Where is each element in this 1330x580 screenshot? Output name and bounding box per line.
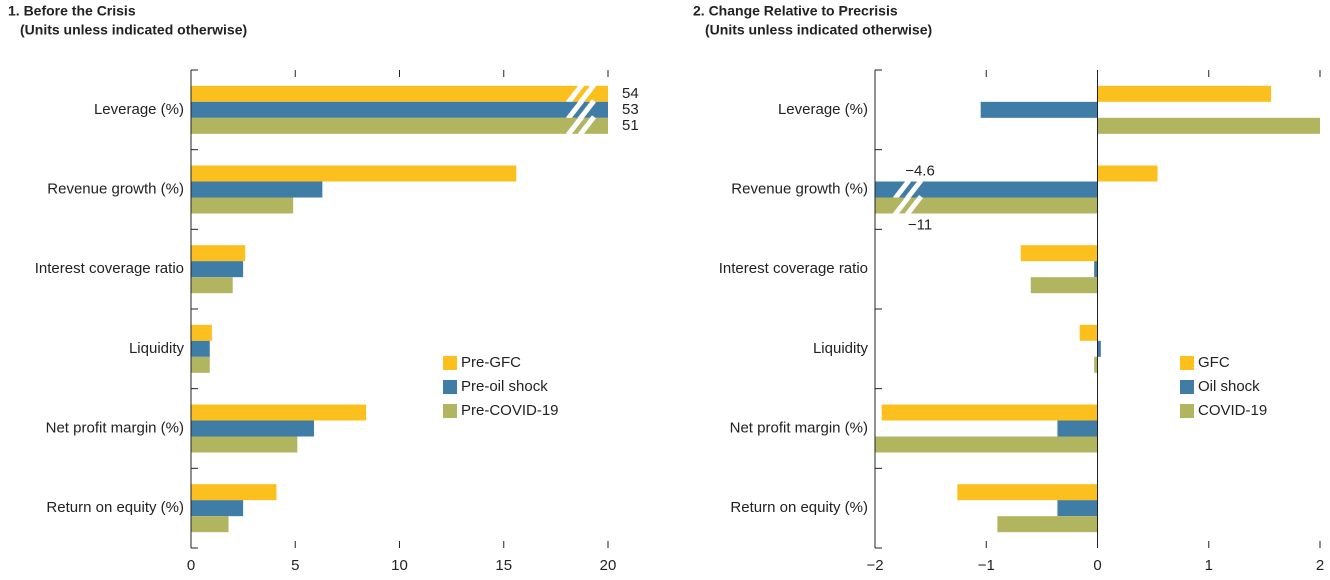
axis-break (893, 194, 911, 217)
x-tick-label: 0 (187, 557, 195, 574)
value-label: 53 (622, 101, 639, 118)
axis-break (566, 83, 584, 105)
axis-break (578, 83, 596, 105)
bar (1097, 340, 1101, 357)
category-label: Interest coverage ratio (719, 260, 868, 277)
axis-break (578, 99, 596, 121)
category-label: Net profit margin (%) (730, 419, 868, 436)
legend-swatch (443, 404, 457, 418)
axis-break (578, 115, 596, 137)
bar (997, 516, 1098, 533)
bar (881, 404, 1098, 421)
bar (1097, 85, 1272, 102)
legend-swatch (1180, 356, 1194, 370)
x-tick-label: 5 (291, 557, 299, 574)
bar (1057, 420, 1098, 437)
value-label: −4.6 (905, 162, 935, 179)
bar (191, 436, 298, 453)
bar (980, 101, 1098, 118)
category-label: Revenue growth (%) (731, 180, 868, 197)
axis-break (566, 99, 584, 121)
category-label: Net profit margin (%) (46, 419, 184, 436)
bar (957, 484, 1098, 501)
axis-break (566, 115, 584, 137)
bar (191, 516, 229, 533)
bar (1097, 117, 1320, 134)
legend-label: GFC (1198, 354, 1230, 371)
bar (191, 101, 608, 118)
bar (1097, 165, 1158, 182)
axis-break (905, 178, 923, 201)
bar (191, 181, 323, 198)
legend-label: Oil shock (1198, 378, 1260, 395)
axis-break (905, 194, 923, 217)
axis-break (893, 178, 911, 201)
x-tick-label: 1 (1205, 557, 1213, 574)
legend-label: COVID-19 (1198, 402, 1267, 419)
value-label: 54 (622, 85, 639, 102)
category-label: Liquidity (813, 340, 869, 357)
chart-title: 1. Before the Crisis (8, 3, 136, 19)
legend-swatch (443, 356, 457, 370)
legend-label: Pre-GFC (461, 354, 521, 371)
bar (875, 181, 1098, 198)
legend-label: Pre-COVID-19 (461, 402, 559, 419)
bar (191, 484, 277, 501)
bar (191, 404, 367, 421)
x-tick-label: −1 (978, 557, 995, 574)
x-tick-label: 20 (600, 557, 617, 574)
bar (191, 356, 210, 373)
category-label: Return on equity (%) (730, 499, 868, 516)
chart-subtitle: (Units unless indicated otherwise) (705, 22, 932, 38)
bar (1094, 261, 1098, 278)
bar (875, 436, 1098, 453)
bar (1020, 245, 1098, 262)
value-label: 51 (622, 117, 639, 134)
bar (191, 500, 244, 517)
category-label: Liquidity (129, 340, 185, 357)
legend-label: Pre-oil shock (461, 378, 548, 395)
x-tick-label: 2 (1316, 557, 1324, 574)
bar (191, 420, 315, 437)
bar (1030, 277, 1098, 294)
bar (191, 324, 212, 341)
chart-title: 2. Change Relative to Precrisis (693, 3, 898, 19)
bar (191, 165, 517, 182)
bar (1079, 324, 1098, 341)
x-tick-label: 15 (495, 557, 512, 574)
bar (191, 261, 244, 278)
x-tick-label: 10 (391, 557, 408, 574)
legend-swatch (1180, 380, 1194, 394)
value-label: −11 (908, 216, 932, 233)
bar (875, 197, 1098, 214)
bar (191, 277, 233, 294)
category-label: Interest coverage ratio (35, 260, 184, 277)
legend-swatch (443, 380, 457, 394)
x-tick-label: −2 (866, 557, 883, 574)
legend-swatch (1180, 404, 1194, 418)
bar (1094, 356, 1098, 373)
category-label: Leverage (%) (94, 101, 184, 118)
bar (1057, 500, 1098, 517)
category-label: Leverage (%) (778, 101, 868, 118)
category-label: Return on equity (%) (46, 499, 184, 516)
bar (191, 197, 294, 214)
bar (191, 85, 608, 102)
bar (191, 340, 210, 357)
bar (191, 245, 246, 262)
category-label: Revenue growth (%) (47, 180, 184, 197)
x-tick-label: 0 (1093, 557, 1101, 574)
bar (191, 117, 608, 134)
chart-subtitle: (Units unless indicated otherwise) (20, 22, 247, 38)
